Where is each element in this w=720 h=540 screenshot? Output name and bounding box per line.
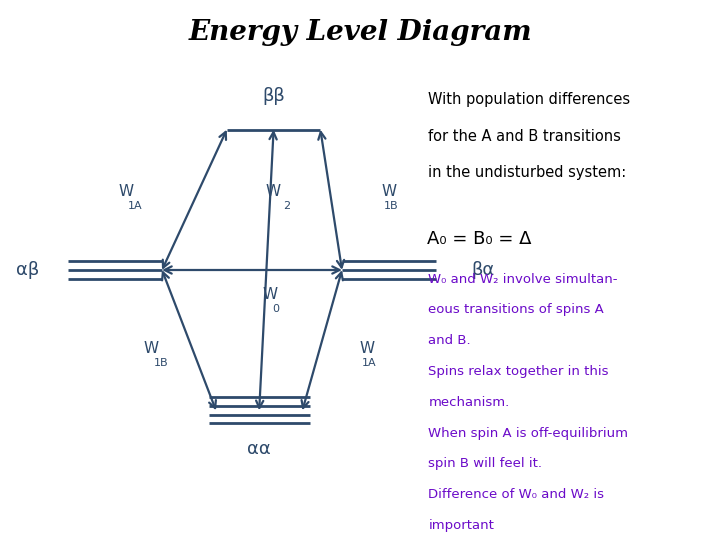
Text: spin B will feel it.: spin B will feel it. (428, 457, 542, 470)
Text: in the undisturbed system:: in the undisturbed system: (428, 165, 626, 180)
Text: mechanism.: mechanism. (428, 396, 510, 409)
Text: important: important (428, 519, 494, 532)
Text: Energy Level Diagram: Energy Level Diagram (188, 19, 532, 46)
Text: 2: 2 (283, 201, 290, 211)
Text: 1A: 1A (128, 201, 143, 211)
Text: With population differences: With population differences (428, 92, 631, 107)
Text: 1B: 1B (153, 358, 168, 368)
Text: W: W (118, 184, 134, 199)
Text: αα: αα (248, 440, 271, 458)
Text: W: W (266, 184, 281, 199)
Text: W: W (262, 287, 278, 302)
Text: αβ: αβ (17, 261, 40, 279)
Text: 0: 0 (272, 304, 279, 314)
Text: When spin A is off-equilibrium: When spin A is off-equilibrium (428, 427, 629, 440)
Text: eous transitions of spins A: eous transitions of spins A (428, 303, 604, 316)
Text: 1B: 1B (384, 201, 398, 211)
Text: W₀ and W₂ involve simultan-: W₀ and W₂ involve simultan- (428, 273, 618, 286)
Text: for the A and B transitions: for the A and B transitions (428, 129, 621, 144)
Text: W: W (143, 341, 159, 356)
Text: W: W (382, 184, 397, 199)
Text: W: W (360, 341, 375, 356)
Text: βα: βα (472, 261, 495, 279)
Text: Spins relax together in this: Spins relax together in this (428, 365, 609, 378)
Text: Difference of W₀ and W₂ is: Difference of W₀ and W₂ is (428, 488, 604, 501)
Text: ββ: ββ (262, 87, 285, 105)
Text: 1A: 1A (362, 358, 377, 368)
Text: A₀ = B₀ = Δ: A₀ = B₀ = Δ (426, 230, 531, 247)
Text: and B.: and B. (428, 334, 471, 347)
